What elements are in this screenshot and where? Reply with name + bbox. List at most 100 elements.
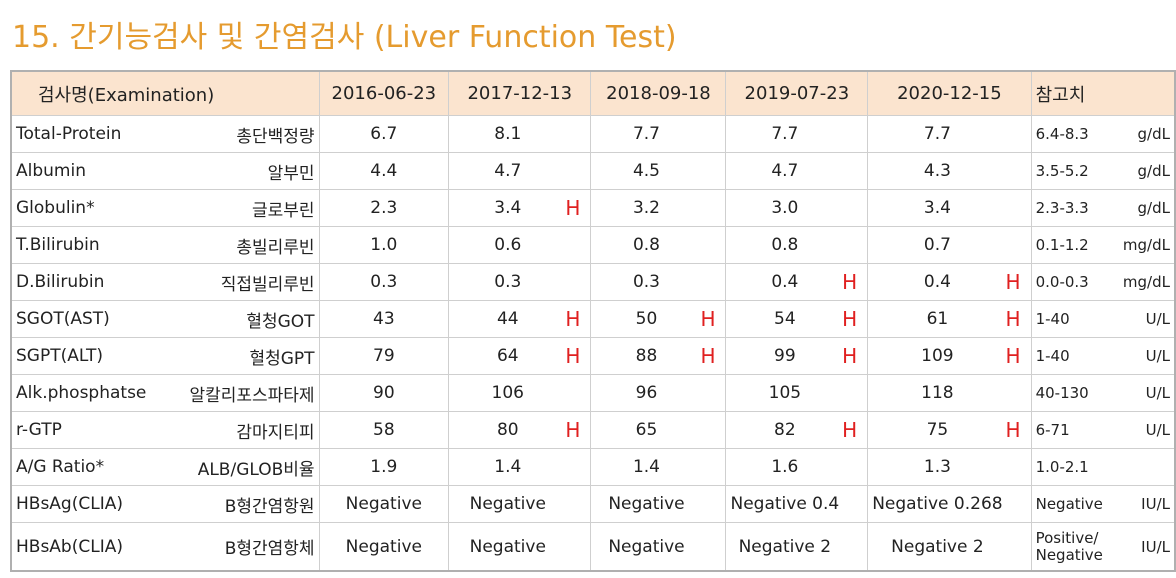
reference: 1.0-2.1 [1036, 458, 1170, 476]
result-value: 0.3 [632, 272, 660, 292]
result-value: 1.0 [370, 235, 398, 255]
high-flag: H [700, 344, 716, 368]
exam-cell: Alk.phosphatse 알칼리포스파타제 [10, 374, 320, 412]
result-cell: 1.9 [318, 448, 450, 486]
result-row: Total-Protein 총단백정량 6.7 8.1 7.7 7.7 7.7 6.4-8.3… [10, 115, 1176, 153]
result-value: 0.4 [771, 272, 799, 292]
result-value: 82 [774, 420, 796, 440]
high-flag: H [565, 344, 581, 368]
result-value: 0.8 [771, 235, 799, 255]
reference-cell: 6.4-8.3 g/dL [1030, 115, 1176, 153]
exam-name: Total-Protein 총단백정량 [16, 122, 315, 147]
result-cell: 7.7 [867, 115, 1032, 153]
exam-name-ko: 혈청GOT [246, 311, 315, 332]
result-cell: 99 H [725, 337, 869, 375]
reference: 6-71 U/L [1036, 421, 1170, 439]
result-value: 58 [373, 420, 395, 440]
result-value: 1.6 [771, 457, 799, 477]
result-value: 8.1 [494, 124, 522, 144]
exam-name-en: D.Bilirubin [16, 272, 105, 292]
result-cell: 90 [318, 374, 450, 412]
reference-range: Negative [1035, 494, 1103, 513]
result-cell: Negative [318, 522, 450, 572]
result-value: 1.4 [632, 457, 660, 477]
exam-name-en: HBsAg(CLIA) [16, 494, 123, 514]
result-value: 4.5 [632, 161, 660, 181]
exam-name-ko: 총단백정량 [236, 126, 315, 147]
result-cell: 65 [590, 411, 727, 449]
exam-name: r-GTP 감마지티피 [16, 418, 315, 443]
result-cell: 4.5 [590, 152, 727, 190]
result-cell: 0.4 H [867, 263, 1032, 301]
exam-name-ko: 알부민 [267, 163, 315, 184]
result-value: 50 [635, 309, 658, 329]
reference-unit: g/dL [1137, 125, 1170, 143]
result-cell: 43 [318, 300, 450, 338]
reference-cell: 3.5-5.2 g/dL [1030, 152, 1176, 190]
reference-cell: 0.1-1.2 mg/dL [1030, 226, 1176, 264]
result-value: Negative 2 [738, 536, 832, 557]
exam-name-ko: 혈청GPT [249, 348, 315, 369]
reference: 1-40 U/L [1036, 310, 1170, 328]
high-flag: H [842, 307, 858, 331]
result-value: 105 [768, 383, 802, 403]
reference-cell: 2.3-3.3 g/dL [1030, 189, 1176, 227]
result-value: 54 [774, 309, 796, 329]
reference-unit: U/L [1145, 384, 1170, 402]
result-row: SGOT(AST) 혈청GOT 43 44 H 50 H 54 H 61 H 1-40 U/L [10, 300, 1176, 338]
reference-unit: IU/L [1141, 495, 1170, 513]
result-cell: 118 [867, 374, 1032, 412]
result-cell: 109 H [867, 337, 1032, 375]
reference-range: 1-40 [1035, 346, 1070, 365]
result-cell: Negative [590, 485, 727, 523]
result-row: Globulin* 글로부린 2.3 3.4 H 3.2 3.0 3.4 2.3-3.3 g/dL [10, 189, 1176, 227]
result-cell: 0.4 H [725, 263, 869, 301]
result-value: 88 [635, 346, 658, 366]
exam-name-en: SGPT(ALT) [16, 346, 104, 366]
high-flag: H [565, 196, 581, 220]
exam-cell: Globulin* 글로부린 [10, 189, 320, 227]
reference-cell: 1-40 U/L [1030, 300, 1176, 338]
result-cell: 0.3 [590, 263, 727, 301]
result-cell: 6.7 [318, 115, 450, 153]
reference-unit: U/L [1145, 310, 1170, 328]
reference-range: 2.3-3.3 [1035, 198, 1089, 217]
result-cell: 88 H [590, 337, 727, 375]
exam-cell: SGOT(AST) 혈청GOT [10, 300, 320, 338]
result-value: 4.4 [370, 161, 398, 181]
result-value: 0.4 [923, 272, 951, 292]
reference-range: 3.5-5.2 [1035, 161, 1089, 180]
result-value: Negative 0.4 [730, 494, 840, 514]
reference-unit: mg/dL [1122, 236, 1170, 254]
result-cell: Negative [448, 522, 592, 572]
result-cell: 50 H [590, 300, 727, 338]
result-cell: 0.7 [867, 226, 1032, 264]
result-value: Negative 0.268 [872, 494, 1003, 514]
exam-name-ko: 총빌리루빈 [236, 237, 315, 258]
result-value: 118 [921, 383, 954, 403]
exam-cell: HBsAb(CLIA) B형간염항체 [10, 522, 320, 572]
reference-line: Positive/ [1035, 528, 1099, 547]
result-value: 4.7 [771, 161, 799, 181]
reference-range: 1-40 [1035, 309, 1070, 328]
exam-cell: HBsAg(CLIA) B형간염항원 [10, 485, 320, 523]
reference-unit: g/dL [1137, 199, 1170, 217]
result-row: r-GTP 감마지티피 58 80 H 65 82 H 75 H 6-71 U/L [10, 411, 1176, 449]
high-flag: H [565, 307, 581, 331]
exam-cell: Albumin 알부민 [10, 152, 320, 190]
result-value: 65 [635, 420, 658, 440]
result-value: 1.3 [923, 457, 951, 477]
exam-name-ko: B형간염항체 [224, 539, 315, 559]
exam-cell: D.Bilirubin 직접빌리루빈 [10, 263, 320, 301]
exam-name-en: Alk.phosphatse [16, 383, 147, 403]
result-value: 7.7 [923, 124, 951, 144]
result-cell: Negative 0.268 [867, 485, 1032, 523]
column-header: 2016-06-23 [318, 70, 450, 116]
result-value: 7.7 [771, 124, 799, 144]
result-row: Albumin 알부민 4.4 4.7 4.5 4.7 4.3 3.5-5.2 g/dL [10, 152, 1176, 190]
result-cell: 7.7 [590, 115, 727, 153]
result-cell: 80 H [448, 411, 592, 449]
result-cell: 1.4 [590, 448, 727, 486]
exam-cell: SGPT(ALT) 혈청GPT [10, 337, 320, 375]
exam-name: SGPT(ALT) 혈청GPT [16, 344, 315, 369]
